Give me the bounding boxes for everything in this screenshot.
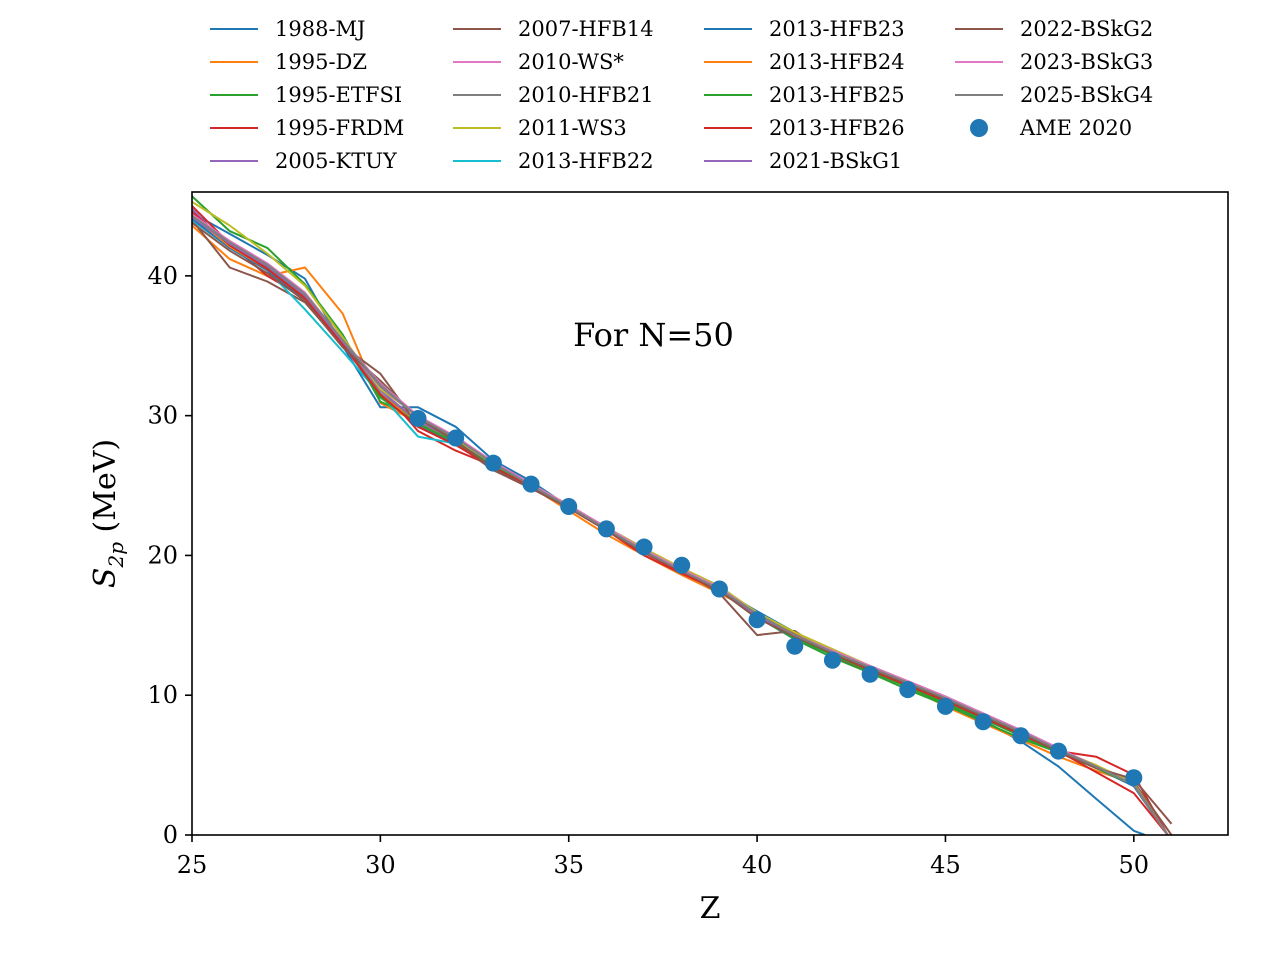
y-tick-label: 20 xyxy=(147,541,178,569)
legend-label: 2010-HFB21 xyxy=(518,83,654,107)
data-point xyxy=(1049,742,1067,760)
legend-label: 2007-HFB14 xyxy=(518,17,654,41)
x-tick-label: 35 xyxy=(553,851,584,879)
data-point xyxy=(560,498,578,516)
legend-item: 2013-HFB22 xyxy=(453,149,654,173)
y-tick-label: 10 xyxy=(147,681,178,709)
legend-item: 2021-BSkG1 xyxy=(704,149,902,173)
x-tick-label: 30 xyxy=(365,851,396,879)
series-line-1995-DZ xyxy=(192,224,1169,835)
y-axis-label: S2p (MeV) xyxy=(88,439,128,588)
legend: 1988-MJ 1995-DZ 1995-ETFSI 1995-FRDM 2005-KT… xyxy=(210,17,1153,173)
legend-label: 2021-BSkG1 xyxy=(769,149,902,173)
legend-label: 2011-WS3 xyxy=(518,116,627,140)
legend-label: 1995-DZ xyxy=(275,50,367,74)
series-line-1988-MJ xyxy=(192,212,1146,835)
data-point xyxy=(522,475,540,493)
data-point xyxy=(899,681,917,699)
legend-item: 2010-HFB21 xyxy=(453,83,654,107)
legend-item: 1988-MJ xyxy=(210,17,365,41)
legend-label: 2013-HFB22 xyxy=(518,149,654,173)
annotation-text: For N=50 xyxy=(573,316,734,354)
data-point xyxy=(823,651,841,669)
data-point xyxy=(786,637,804,655)
x-axis-label: Z xyxy=(700,891,721,926)
data-point xyxy=(1012,727,1030,745)
x-tick-label: 25 xyxy=(177,851,208,879)
legend-label: 1988-MJ xyxy=(275,17,365,41)
x-axis: 25 30 35 40 45 50 xyxy=(177,835,1149,879)
legend-label: 2013-HFB26 xyxy=(769,116,905,140)
legend-item: 2025-BSkG4 xyxy=(955,83,1153,107)
legend-item: 2013-HFB23 xyxy=(704,17,905,41)
legend-label: 2023-BSkG3 xyxy=(1020,50,1153,74)
legend-label: 2022-BSkG2 xyxy=(1020,17,1153,41)
data-point xyxy=(974,713,992,731)
plot-scatter xyxy=(409,409,1143,787)
legend-item: 1995-DZ xyxy=(210,50,367,74)
y-tick-label: 0 xyxy=(163,821,178,849)
y-tick-label: 40 xyxy=(147,262,178,290)
legend-label: 2013-HFB25 xyxy=(769,83,905,107)
x-tick-label: 40 xyxy=(742,851,773,879)
data-point xyxy=(936,697,954,715)
legend-label: 1995-ETFSI xyxy=(275,83,402,107)
data-point xyxy=(597,520,615,538)
legend-item: 2013-HFB25 xyxy=(704,83,905,107)
legend-item: 2022-BSkG2 xyxy=(955,17,1153,41)
legend-item: 2013-HFB26 xyxy=(704,116,905,140)
y-tick-label: 30 xyxy=(147,402,178,430)
data-point xyxy=(447,429,465,447)
legend-item: 2011-WS3 xyxy=(453,116,627,140)
legend-label: 1995-FRDM xyxy=(275,116,404,140)
legend-marker xyxy=(970,119,988,137)
legend-item: AME 2020 xyxy=(970,116,1132,140)
legend-item: 2005-KTUY xyxy=(210,149,398,173)
data-point xyxy=(409,409,427,427)
y-axis-label-unit: (MeV) xyxy=(88,439,123,542)
data-point xyxy=(710,580,728,598)
legend-label: AME 2020 xyxy=(1019,116,1132,140)
x-tick-label: 50 xyxy=(1119,851,1150,879)
legend-label: 2005-KTUY xyxy=(275,149,398,173)
legend-item: 2023-BSkG3 xyxy=(955,50,1153,74)
data-point xyxy=(484,454,502,472)
legend-item: 1995-ETFSI xyxy=(210,83,402,107)
legend-label: 2013-HFB23 xyxy=(769,17,905,41)
data-point xyxy=(1125,769,1143,787)
y-axis-label-symbol: S xyxy=(88,568,123,589)
data-point xyxy=(673,556,691,574)
data-point xyxy=(748,611,766,629)
legend-label: 2013-HFB24 xyxy=(769,50,905,74)
legend-item: 2010-WS* xyxy=(453,50,624,74)
y-axis: 0 10 20 30 40 xyxy=(147,262,192,849)
legend-label: 2025-BSkG4 xyxy=(1020,83,1153,107)
legend-item: 2013-HFB24 xyxy=(704,50,905,74)
data-point xyxy=(635,538,653,556)
legend-item: 2007-HFB14 xyxy=(453,17,654,41)
legend-label: 2010-WS* xyxy=(518,50,624,74)
legend-item: 1995-FRDM xyxy=(210,116,404,140)
plot-area-frame xyxy=(191,191,1229,836)
data-point xyxy=(861,665,879,683)
x-tick-label: 45 xyxy=(930,851,961,879)
y-axis-label-subscript: 2p xyxy=(104,542,128,569)
